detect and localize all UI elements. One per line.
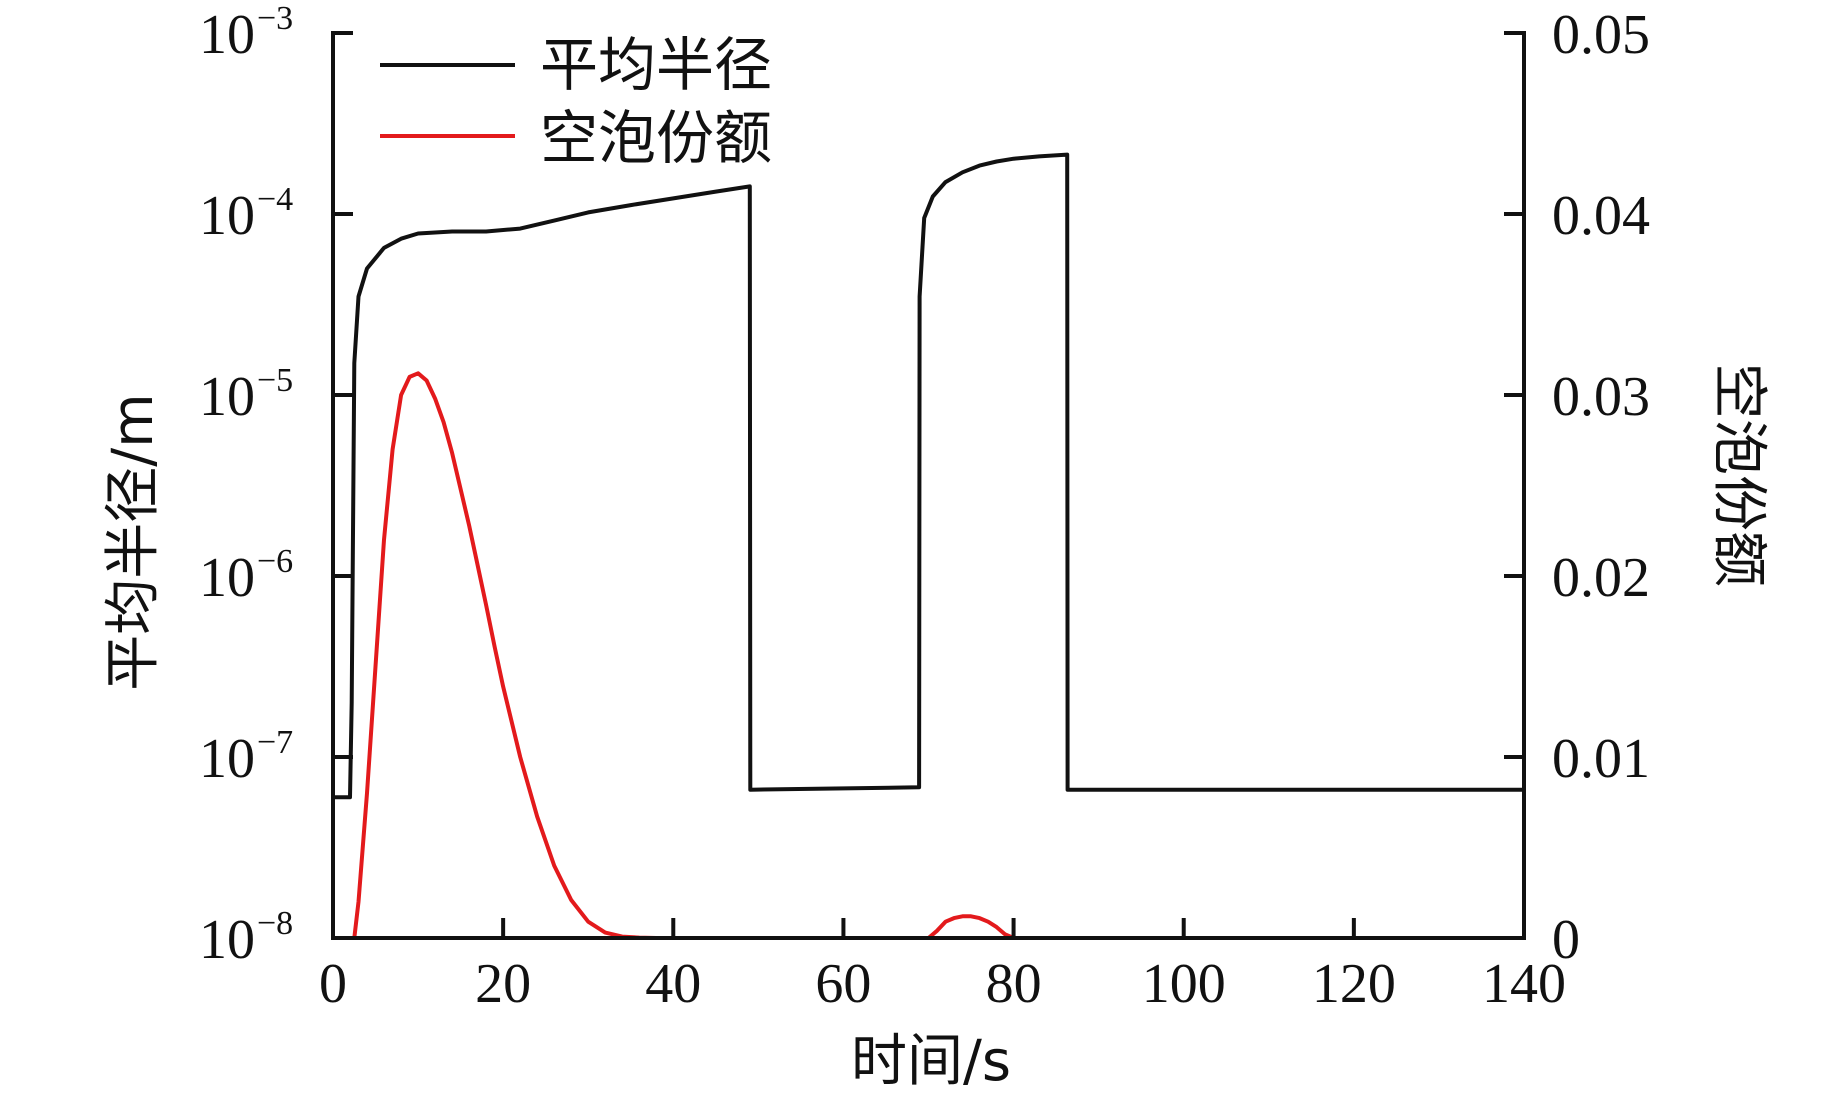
y-tick-exponent-left: −6 (257, 543, 293, 580)
y-tick-label-left: 10 (199, 366, 255, 428)
y-tick-label-right: 0.05 (1552, 4, 1650, 66)
plot-curves (331, 152, 1526, 940)
y-tick-exponent-left: −4 (257, 181, 293, 218)
tick-marks (331, 31, 1526, 940)
y-tick-exponent-left: −5 (257, 362, 293, 399)
y-tick-label-right: 0.03 (1552, 366, 1650, 428)
y-tick-label-left: 10 (199, 909, 255, 971)
x-tick-label: 20 (475, 953, 531, 1015)
x-tick-label: 80 (986, 953, 1042, 1015)
y-tick-label-left: 10 (199, 185, 255, 247)
y-tick-label-left: 10 (199, 547, 255, 609)
x-tick-label: 120 (1312, 953, 1396, 1015)
x-axis-label: 时间/s (851, 1029, 1011, 1094)
y-tick-label-left: 10 (199, 728, 255, 790)
y-tick-label-left: 10 (199, 4, 255, 66)
series-line-mean-radius (331, 152, 1526, 800)
x-tick-label: 0 (319, 953, 347, 1015)
x-tick-label: 60 (815, 953, 871, 1015)
legend: 平均半径 空泡份额 (380, 31, 772, 172)
y-tick-label-right: 0.02 (1552, 547, 1650, 609)
legend-label-mean-radius: 平均半径 (540, 31, 772, 99)
tick-labels: 0 20 40 60 80 100 120 14010−310−410−510−610−710… (199, 0, 1650, 1015)
legend-label-void-fraction: 空泡份额 (540, 104, 772, 172)
y-tick-label-right: 0 (1552, 909, 1580, 971)
y-axis-label-right: 空泡份额 (1706, 363, 1771, 587)
y-tick-exponent-left: −3 (257, 0, 293, 37)
x-tick-label: 40 (645, 953, 701, 1015)
y-tick-label-right: 0.04 (1552, 185, 1650, 247)
y-tick-exponent-left: −8 (257, 905, 293, 942)
y-tick-exponent-left: −7 (257, 724, 293, 761)
series-line-void-fraction (331, 371, 1526, 940)
axes (331, 31, 1526, 940)
x-tick-label: 100 (1142, 953, 1226, 1015)
y-axis-label-left: 平均半径/m (101, 393, 166, 690)
x-tick-label: 140 (1482, 953, 1566, 1015)
y-tick-label-right: 0.01 (1552, 728, 1650, 790)
